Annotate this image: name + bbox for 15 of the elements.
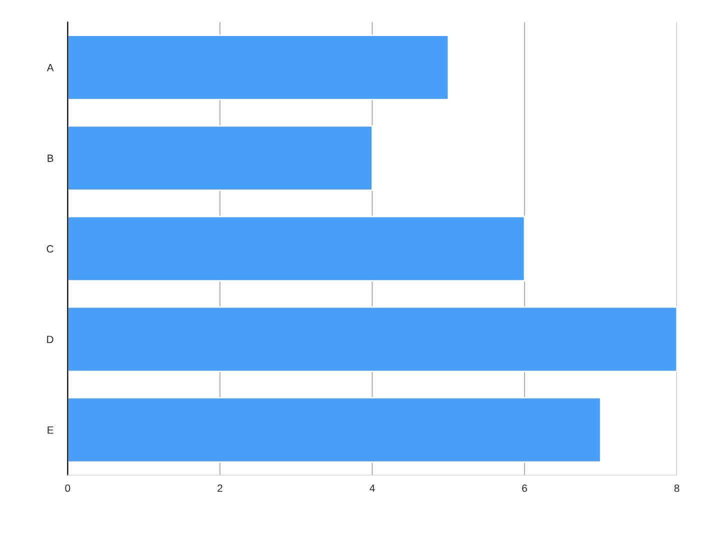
- x-tick-label: 2: [218, 484, 222, 492]
- y-tick-label: A: [46, 64, 54, 72]
- bar: [68, 125, 373, 191]
- x-tick-label: 8: [674, 484, 680, 492]
- bar: [68, 216, 526, 282]
- bar: [68, 34, 450, 100]
- x-tick-label: 0: [65, 484, 70, 492]
- x-tick-label: 6: [522, 484, 527, 492]
- y-tick-label: E: [48, 426, 54, 434]
- bar: [68, 306, 677, 372]
- y-tick-label: B: [48, 154, 54, 162]
- y-tick-label: C: [46, 245, 54, 253]
- bar: [68, 397, 602, 463]
- y-tick-label: D: [47, 336, 54, 344]
- x-tick-label: 4: [370, 484, 375, 492]
